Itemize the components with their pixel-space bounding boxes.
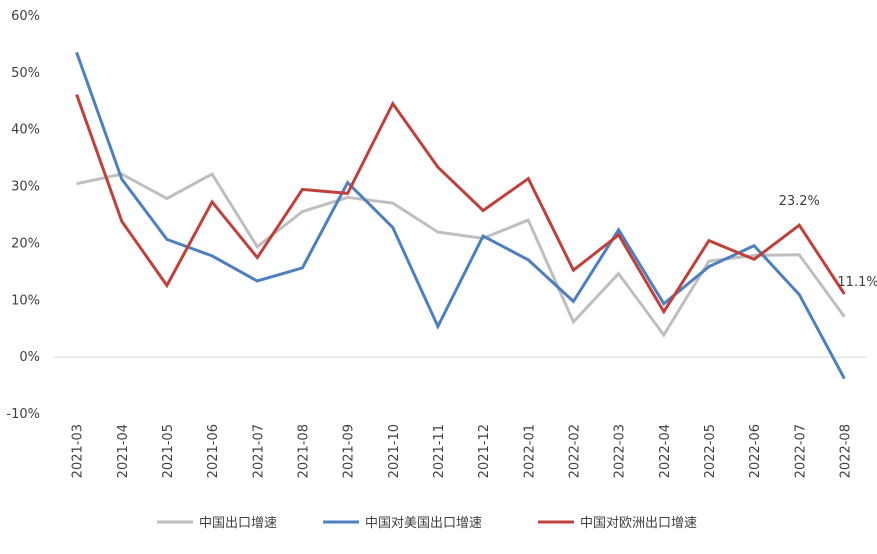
x-tick-label: 2022-07: [793, 424, 808, 478]
x-tick-label: 2022-01: [522, 424, 537, 478]
legend: 中国出口增速 中国对美国出口增速 中国对欧洲出口增速: [157, 516, 697, 531]
x-tick-label: 2021-05: [161, 424, 176, 478]
legend-label: 中国对欧洲出口增速: [580, 516, 697, 531]
x-tick-label: 2022-04: [658, 424, 673, 478]
y-tick-label: 50%: [11, 66, 40, 81]
annotations: 23.2% 11.1%: [779, 194, 877, 290]
y-axis: -10% 0% 10% 20% 30% 40% 50% 60%: [6, 9, 40, 422]
x-tick-label: 2021-11: [432, 424, 447, 478]
x-tick-label: 2022-06: [748, 424, 763, 478]
x-tick-label: 2021-07: [251, 424, 266, 478]
data-label: 11.1%: [837, 275, 877, 290]
x-tick-label: 2021-08: [296, 424, 311, 478]
x-tick-label: 2022-03: [613, 424, 628, 478]
y-tick-label: 60%: [11, 9, 40, 24]
series-line-1: [76, 172, 846, 338]
data-label: 23.2%: [779, 194, 820, 209]
x-tick-label: 2022-05: [703, 424, 718, 478]
x-axis: 2021-03 2021-04 2021-05 2021-06 2021-07 2021-…: [71, 424, 854, 478]
x-tick-label: 2022-02: [567, 424, 582, 478]
y-tick-label: 40%: [11, 123, 40, 138]
y-tick-label: 20%: [11, 236, 40, 251]
x-tick-label: 2021-12: [477, 424, 492, 478]
x-tick-label: 2021-10: [387, 424, 402, 478]
series-line-2: [75, 51, 846, 380]
y-tick-label: 0%: [19, 350, 40, 365]
legend-label: 中国对美国出口增速: [365, 516, 482, 531]
series-lines: [75, 51, 846, 380]
x-tick-label: 2021-06: [206, 424, 221, 478]
x-tick-label: 2022-08: [838, 424, 853, 478]
y-tick-label: -10%: [6, 407, 40, 422]
legend-label: 中国出口增速: [199, 516, 277, 531]
y-tick-label: 10%: [11, 293, 40, 308]
x-tick-label: 2021-03: [71, 424, 86, 478]
y-tick-label: 30%: [11, 180, 40, 195]
x-tick-label: 2021-09: [342, 424, 357, 478]
x-tick-label: 2021-04: [116, 424, 131, 478]
series-line-3: [75, 93, 846, 315]
